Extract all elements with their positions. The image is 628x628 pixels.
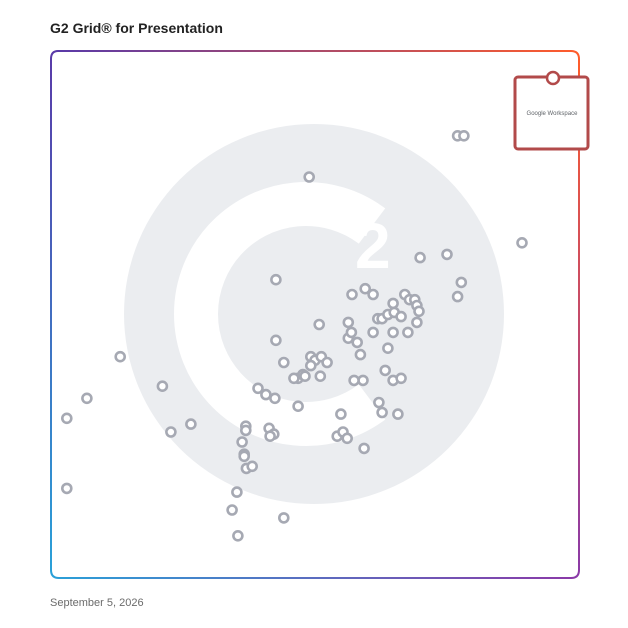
product-point-39[interactable] (321, 356, 333, 369)
product-point-49[interactable] (379, 364, 392, 377)
product-point-64[interactable] (185, 418, 197, 430)
product-point-53[interactable] (156, 380, 169, 393)
product-point-10[interactable] (346, 288, 358, 301)
product-point-34[interactable] (382, 342, 394, 355)
product-point-70[interactable] (236, 436, 248, 448)
product-point-23[interactable] (395, 310, 407, 323)
product-point-79[interactable] (358, 442, 370, 455)
product-point-61[interactable] (376, 406, 388, 419)
product-point-75[interactable] (264, 430, 276, 443)
product-point-7[interactable] (414, 251, 426, 264)
product-point-67[interactable] (240, 424, 252, 437)
product-point-29[interactable] (345, 326, 358, 339)
product-point-8[interactable] (451, 290, 464, 303)
product-point-31[interactable] (367, 326, 379, 339)
report-date: September 5, 2026 (50, 597, 144, 609)
product-point-33[interactable] (402, 326, 414, 339)
product-point-27[interactable] (270, 334, 282, 347)
product-point-46[interactable] (288, 372, 300, 385)
highlighted-product[interactable]: Google Workspace (513, 70, 590, 151)
product-point-63[interactable] (335, 408, 347, 420)
product-point-57[interactable] (81, 392, 93, 405)
product-point-56[interactable] (269, 392, 281, 405)
product-point-25[interactable] (342, 316, 355, 329)
product-point-60[interactable] (373, 396, 385, 409)
product-point-35[interactable] (354, 348, 367, 361)
highlight-marker[interactable] (545, 70, 561, 86)
grid-frame (50, 50, 580, 579)
product-points (61, 130, 528, 542)
product-point-2[interactable] (458, 130, 470, 142)
product-point-51[interactable] (395, 372, 407, 385)
product-point-45[interactable] (314, 370, 327, 383)
g2-watermark-logo: 2 (124, 124, 504, 504)
product-point-54[interactable] (252, 382, 264, 395)
product-point-24[interactable] (411, 316, 423, 329)
product-point-84[interactable] (232, 529, 244, 542)
product-point-74[interactable] (246, 460, 258, 473)
product-point-48[interactable] (348, 374, 360, 387)
product-point-62[interactable] (392, 408, 404, 420)
product-point-5[interactable] (441, 248, 453, 261)
product-point-30[interactable] (351, 336, 364, 349)
product-point-13[interactable] (387, 297, 399, 310)
product-point-83[interactable] (277, 512, 290, 524)
product-point-32[interactable] (387, 326, 399, 339)
page-title: G2 Grid® for Presentation (50, 20, 223, 36)
product-point-72[interactable] (238, 450, 250, 463)
product-point-58[interactable] (61, 412, 73, 425)
product-point-6[interactable] (455, 276, 468, 289)
product-point-26[interactable] (313, 318, 326, 331)
product-point-55[interactable] (260, 388, 272, 401)
product-point-80[interactable] (61, 482, 73, 495)
product-point-52[interactable] (114, 350, 126, 363)
product-point-18[interactable] (413, 305, 425, 318)
product-point-40[interactable] (304, 359, 317, 372)
product-point-9[interactable] (270, 273, 282, 286)
product-point-41[interactable] (277, 356, 290, 369)
product-point-78[interactable] (341, 432, 354, 445)
product-point-4[interactable] (516, 237, 528, 249)
product-point-82[interactable] (226, 504, 238, 516)
product-point-65[interactable] (165, 426, 177, 438)
svg-text:2: 2 (355, 210, 391, 282)
product-point-3[interactable] (303, 171, 316, 183)
product-point-59[interactable] (292, 400, 304, 413)
product-point-81[interactable] (231, 486, 243, 498)
product-point-44[interactable] (299, 370, 311, 383)
product-point-11[interactable] (359, 282, 372, 295)
product-point-12[interactable] (367, 288, 379, 301)
google-workspace-logo-label: Google Workspace (527, 111, 579, 117)
